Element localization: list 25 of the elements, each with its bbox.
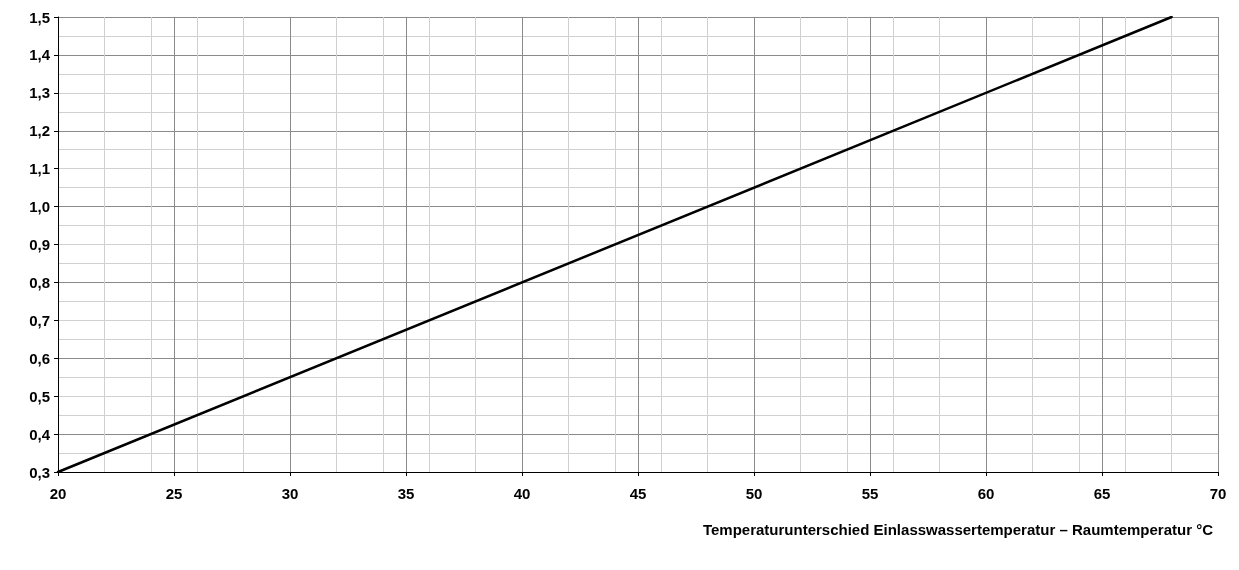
y-tick-label: 0,4: [29, 425, 51, 443]
x-tick-label: 45: [629, 485, 647, 502]
y-tick-label: 0,7: [29, 311, 50, 329]
x-tick-label: 65: [1093, 485, 1111, 502]
y-tick-label: 0,6: [29, 349, 50, 367]
x-tick-label: 40: [513, 485, 531, 502]
y-tick-label: 1,2: [29, 122, 50, 140]
x-tick-label: 70: [1209, 485, 1227, 502]
x-tick-label: 25: [165, 485, 183, 502]
x-axis-title: Temperaturunterschied Einlasswassertemperatur – Raumtemperatur °C: [702, 521, 1214, 538]
x-tick-label: 60: [977, 485, 995, 502]
y-tick-label: 0,8: [29, 273, 50, 291]
y-tick-label: 1,5: [29, 8, 50, 26]
y-tick-label: 1,4: [29, 46, 51, 64]
y-tick-label: 0,9: [29, 236, 50, 253]
y-tick-label: 1,3: [29, 84, 50, 102]
y-tick-label: 1,1: [29, 160, 50, 178]
x-tick-label: 35: [397, 485, 415, 502]
y-tick-label: 0,5: [29, 387, 50, 405]
x-tick-label: 30: [281, 485, 299, 502]
y-tick-label: 1,0: [29, 198, 50, 216]
y-tick-label: 0,3: [29, 463, 50, 481]
x-tick-label: 50: [745, 485, 763, 502]
x-tick-label: 55: [861, 485, 879, 502]
x-tick-label: 20: [49, 485, 67, 502]
